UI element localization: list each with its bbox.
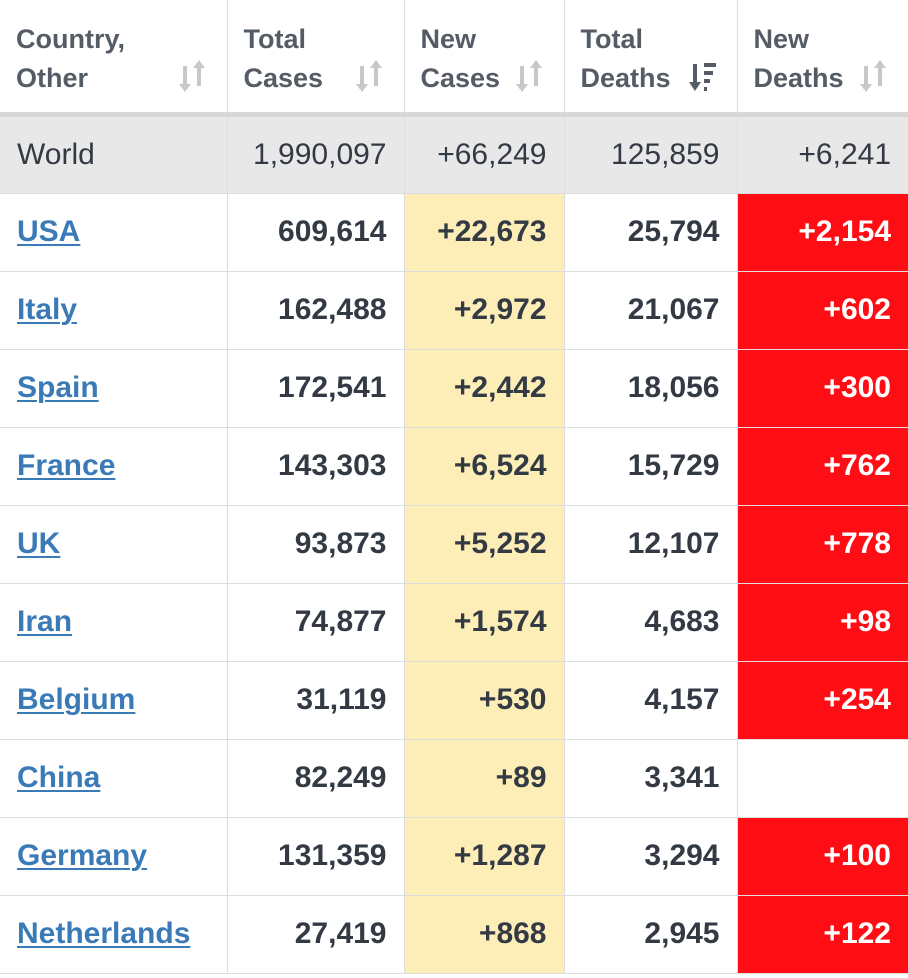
table-row: USA 609,614 +22,673 25,794 +2,154 xyxy=(0,192,908,272)
new-cases-cell: +530 xyxy=(403,660,565,740)
total-cases-cell: 82,249 xyxy=(226,738,405,818)
total-deaths-cell: 15,729 xyxy=(563,426,738,506)
table-header: Country, Other Total Cases New Cases Total D… xyxy=(0,0,908,117)
table-row: Netherlands 27,419 +868 2,945 +122 xyxy=(0,894,908,974)
new-cases-cell: +2,442 xyxy=(403,348,565,428)
country-cell: UK xyxy=(0,504,228,584)
world-new-cases: +66,249 xyxy=(403,113,565,194)
total-cases-cell: 609,614 xyxy=(226,192,405,272)
new-deaths-cell: +602 xyxy=(736,270,908,350)
country-cell: USA xyxy=(0,192,228,272)
new-cases-cell: +22,673 xyxy=(403,192,565,272)
country-cell: France xyxy=(0,426,228,506)
country-cell: Netherlands xyxy=(0,894,228,974)
world-new-deaths: +6,241 xyxy=(736,113,908,194)
total-deaths-cell: 21,067 xyxy=(563,270,738,350)
table-row: China 82,249 +89 3,341 xyxy=(0,738,908,818)
new-cases-cell: +1,574 xyxy=(403,582,565,662)
new-deaths-cell: +254 xyxy=(736,660,908,740)
new-cases-cell: +868 xyxy=(403,894,565,974)
total-deaths-cell: 18,056 xyxy=(563,348,738,428)
table-body: World 1,990,097 +66,249 125,859 +6,241 U… xyxy=(0,113,908,974)
country-cell: Italy xyxy=(0,270,228,350)
column-header-total-deaths[interactable]: Total Deaths xyxy=(563,0,738,117)
country-link[interactable]: Germany xyxy=(17,839,148,872)
world-total-cases: 1,990,097 xyxy=(226,113,405,194)
world-label: World xyxy=(0,113,228,194)
sort-both-icon[interactable] xyxy=(860,60,890,92)
column-header-new-deaths[interactable]: New Deaths xyxy=(736,0,908,117)
total-cases-cell: 143,303 xyxy=(226,426,405,506)
country-link[interactable]: Netherlands xyxy=(17,917,191,950)
total-cases-cell: 27,419 xyxy=(226,894,405,974)
new-deaths-cell: +2,154 xyxy=(736,192,908,272)
column-header-new-cases[interactable]: New Cases xyxy=(403,0,565,117)
new-cases-cell: +5,252 xyxy=(403,504,565,584)
sort-both-icon[interactable] xyxy=(355,60,386,92)
column-header-label: Total Cases xyxy=(243,24,324,93)
total-cases-cell: 31,119 xyxy=(226,660,405,740)
country-cell: China xyxy=(0,738,228,818)
total-deaths-cell: 25,794 xyxy=(563,192,738,272)
country-cell: Belgium xyxy=(0,660,228,740)
total-deaths-cell: 12,107 xyxy=(563,504,738,584)
country-link[interactable]: Italy xyxy=(17,293,78,326)
total-deaths-cell: 3,294 xyxy=(563,816,738,896)
country-cell: Spain xyxy=(0,348,228,428)
sort-both-icon[interactable] xyxy=(515,60,546,92)
total-deaths-cell: 4,157 xyxy=(563,660,738,740)
table-row: France 143,303 +6,524 15,729 +762 xyxy=(0,426,908,506)
total-cases-cell: 74,877 xyxy=(226,582,405,662)
header-row: Country, Other Total Cases New Cases Total D… xyxy=(0,0,908,117)
total-deaths-cell: 4,683 xyxy=(563,582,738,662)
new-deaths-cell: +778 xyxy=(736,504,908,584)
country-link[interactable]: France xyxy=(17,449,116,482)
new-deaths-cell: +300 xyxy=(736,348,908,428)
new-deaths-cell: +98 xyxy=(736,582,908,662)
new-deaths-cell: +762 xyxy=(736,426,908,506)
column-header-label: Total Deaths xyxy=(580,24,671,93)
table-row: Germany 131,359 +1,287 3,294 +100 xyxy=(0,816,908,896)
table-row: Belgium 31,119 +530 4,157 +254 xyxy=(0,660,908,740)
new-cases-cell: +6,524 xyxy=(403,426,565,506)
column-header-label: Country, Other xyxy=(16,24,125,93)
world-total-row: World 1,990,097 +66,249 125,859 +6,241 xyxy=(0,113,908,194)
sort-both-icon[interactable] xyxy=(178,60,209,92)
total-cases-cell: 172,541 xyxy=(226,348,405,428)
new-deaths-cell: +122 xyxy=(736,894,908,974)
new-deaths-cell: +100 xyxy=(736,816,908,896)
table-row: Iran 74,877 +1,574 4,683 +98 xyxy=(0,582,908,662)
new-cases-cell: +1,287 xyxy=(403,816,565,896)
world-total-deaths: 125,859 xyxy=(563,113,738,194)
column-header-label: New Deaths xyxy=(753,24,844,93)
country-link[interactable]: Iran xyxy=(17,605,73,638)
table-row: UK 93,873 +5,252 12,107 +778 xyxy=(0,504,908,584)
country-cell: Germany xyxy=(0,816,228,896)
total-deaths-cell: 3,341 xyxy=(563,738,738,818)
country-link[interactable]: USA xyxy=(17,215,81,248)
country-link[interactable]: Belgium xyxy=(17,683,136,716)
column-header-label: New Cases xyxy=(420,24,501,93)
country-link[interactable]: China xyxy=(17,761,101,794)
column-header-total-cases[interactable]: Total Cases xyxy=(226,0,405,117)
sort-descending-icon[interactable] xyxy=(688,60,719,92)
new-deaths-cell xyxy=(736,738,908,818)
total-cases-cell: 93,873 xyxy=(226,504,405,584)
new-cases-cell: +89 xyxy=(403,738,565,818)
total-cases-cell: 131,359 xyxy=(226,816,405,896)
column-header-country[interactable]: Country, Other xyxy=(0,0,228,117)
table-row: Italy 162,488 +2,972 21,067 +602 xyxy=(0,270,908,350)
table-row: Spain 172,541 +2,442 18,056 +300 xyxy=(0,348,908,428)
total-deaths-cell: 2,945 xyxy=(563,894,738,974)
new-cases-cell: +2,972 xyxy=(403,270,565,350)
total-cases-cell: 162,488 xyxy=(226,270,405,350)
country-cell: Iran xyxy=(0,582,228,662)
country-link[interactable]: Spain xyxy=(17,371,99,404)
country-link[interactable]: UK xyxy=(17,527,61,560)
